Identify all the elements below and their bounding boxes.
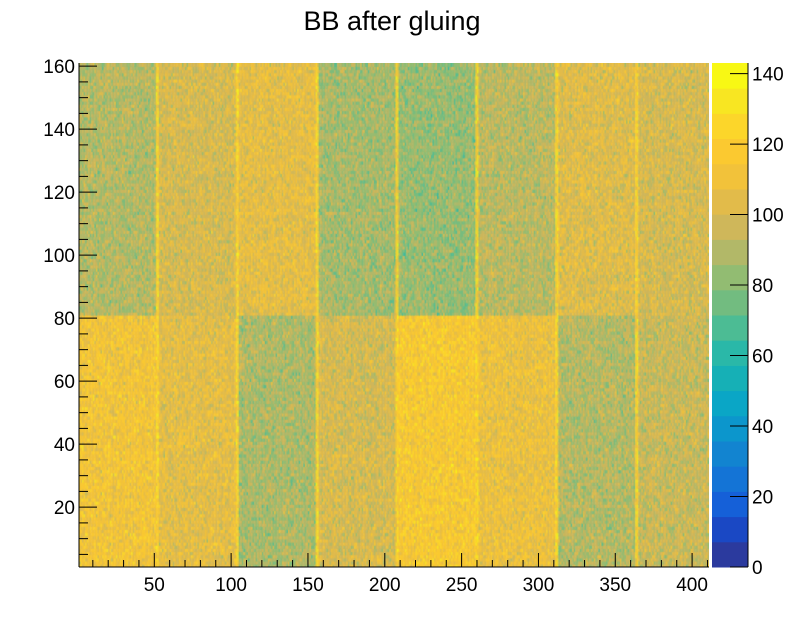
y-tick-label: 60	[54, 372, 75, 393]
colorbar-band	[712, 113, 748, 140]
colorbar-band	[712, 239, 748, 266]
x-tick-label: 50	[144, 575, 165, 596]
y-tick-label: 80	[54, 309, 75, 330]
heatmap-block	[237, 63, 318, 315]
colorbar-band	[712, 441, 748, 467]
heatmap-block	[556, 63, 637, 315]
y-tick-label: 120	[43, 183, 75, 204]
colorbar-tick-label: 100	[752, 206, 784, 227]
heatmap-block	[397, 315, 477, 567]
heatmap-block	[237, 315, 318, 567]
x-tick-label: 100	[215, 575, 247, 596]
colorbar-band	[712, 516, 748, 543]
heatmap-block	[397, 63, 477, 315]
colorbar-tick-label: 120	[752, 135, 784, 156]
heatmap-block	[157, 63, 238, 315]
heatmap-block	[476, 315, 557, 567]
colorbar-tick-label: 40	[752, 417, 773, 438]
colorbar-tick-label: 20	[752, 488, 773, 509]
colorbar-band	[712, 138, 748, 165]
x-tick-label: 350	[599, 575, 631, 596]
colorbar-band	[712, 189, 748, 215]
colorbar-band	[712, 88, 748, 114]
heatmap-block	[317, 63, 398, 315]
colorbar-band	[712, 63, 748, 89]
heatmap-block	[476, 63, 557, 315]
x-tick-label: 250	[446, 575, 478, 596]
colorbar-tick-label: 0	[752, 558, 763, 579]
colorbar-band	[712, 315, 748, 341]
chart-title: BB after gluing	[303, 6, 480, 36]
heatmap-block	[157, 315, 238, 567]
colorbar-band	[712, 340, 748, 366]
heatmap-block	[317, 315, 398, 567]
colorbar-tick-label: 80	[752, 276, 773, 297]
heatmap-block	[636, 315, 709, 567]
colorbar-band	[712, 390, 748, 417]
y-tick-label: 100	[43, 246, 75, 267]
colorbar-band	[712, 466, 748, 492]
x-tick-label: 300	[523, 575, 555, 596]
colorbar-band	[712, 264, 748, 291]
heatmap-block	[556, 315, 637, 567]
x-tick-label: 400	[676, 575, 708, 596]
x-tick-label: 200	[369, 575, 401, 596]
y-tick-label: 20	[54, 498, 75, 519]
heatmap-texture	[79, 63, 709, 567]
colorbar-tick-label: 60	[752, 347, 773, 368]
heatmap-block	[79, 315, 158, 567]
colorbar-band	[712, 415, 748, 442]
colorbar-band	[712, 491, 748, 518]
colorbar-band	[712, 163, 748, 190]
y-tick-label: 40	[54, 435, 75, 456]
colorbar-tick-label: 140	[752, 65, 784, 86]
heatmap-block	[79, 63, 158, 315]
y-tick-label: 160	[43, 57, 75, 78]
colorbar-band	[712, 289, 748, 316]
colorbar-band	[712, 365, 748, 392]
x-tick-label: 150	[292, 575, 324, 596]
y-tick-label: 140	[43, 120, 75, 141]
colorbar-band	[712, 541, 748, 568]
colorbar-band	[712, 214, 748, 240]
heatmap-block	[636, 63, 709, 315]
